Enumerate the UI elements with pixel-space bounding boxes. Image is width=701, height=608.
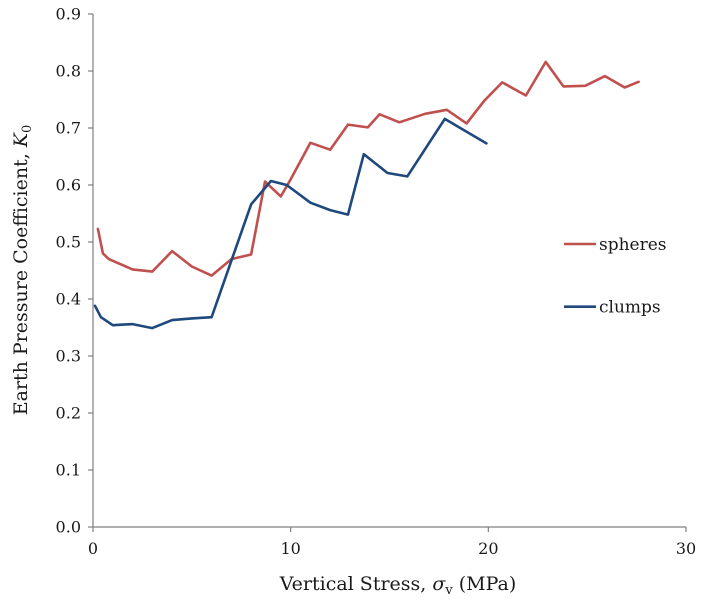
data-point-spheres bbox=[111, 260, 114, 263]
y-tick-label: 0.8 bbox=[56, 62, 81, 81]
data-point-spheres bbox=[501, 81, 504, 84]
data-point-spheres bbox=[347, 123, 350, 126]
series-line-spheres bbox=[96, 60, 640, 277]
x-tick-label: 20 bbox=[478, 539, 498, 558]
data-point-clumps bbox=[329, 209, 332, 212]
data-point-clumps bbox=[485, 142, 488, 145]
y-tick-label: 0.6 bbox=[56, 176, 81, 195]
x-tick-label: 30 bbox=[676, 539, 696, 558]
x-axis-title-subscript: v bbox=[444, 583, 453, 598]
data-point-spheres bbox=[131, 268, 134, 271]
data-point-clumps bbox=[285, 184, 288, 187]
data-point-clumps bbox=[406, 175, 409, 178]
data-point-clumps bbox=[270, 180, 273, 183]
data-point-clumps bbox=[363, 153, 366, 156]
data-point-clumps bbox=[309, 201, 312, 204]
data-point-clumps bbox=[250, 203, 253, 206]
legend-label-clumps: clumps bbox=[599, 298, 661, 318]
x-axis-title: Vertical Stress, σv (MPa) bbox=[279, 573, 517, 598]
data-point-clumps bbox=[386, 172, 389, 175]
data-point-spheres bbox=[108, 258, 111, 261]
data-point-clumps bbox=[347, 213, 350, 216]
x-axis-title-unit: (MPa) bbox=[453, 573, 517, 595]
data-point-clumps bbox=[444, 118, 447, 121]
y-axis-title-subscript: 0 bbox=[20, 125, 35, 133]
data-point-clumps bbox=[94, 305, 97, 308]
data-point-spheres bbox=[289, 178, 292, 181]
x-axis-title-text: Vertical Stress, bbox=[279, 573, 433, 595]
y-axis-title-symbol: K bbox=[10, 131, 32, 148]
data-point-spheres bbox=[151, 270, 154, 273]
data-point-spheres bbox=[562, 85, 565, 88]
data-point-spheres bbox=[623, 86, 626, 89]
data-point-spheres bbox=[97, 228, 100, 231]
y-tick-label: 0.3 bbox=[56, 347, 81, 366]
data-point-spheres bbox=[210, 274, 213, 277]
data-point-spheres bbox=[171, 250, 174, 253]
data-point-spheres bbox=[309, 142, 312, 145]
data-point-spheres bbox=[329, 148, 332, 151]
data-point-clumps bbox=[111, 324, 114, 327]
data-point-spheres bbox=[191, 265, 194, 268]
y-tick-label: 0.1 bbox=[56, 461, 81, 480]
data-point-spheres bbox=[483, 99, 486, 102]
y-axis-title-text: Earth Pressure Coefficient, bbox=[10, 147, 32, 415]
x-tick-label: 0 bbox=[88, 539, 98, 558]
data-point-spheres bbox=[250, 253, 253, 256]
data-point-spheres bbox=[525, 94, 528, 97]
data-point-spheres bbox=[102, 252, 105, 255]
data-point-spheres bbox=[637, 81, 640, 84]
data-point-spheres bbox=[465, 122, 468, 125]
x-ticks: 0 10 20 30 bbox=[88, 527, 696, 558]
data-point-spheres bbox=[424, 112, 427, 115]
data-point-spheres bbox=[398, 121, 401, 124]
series-layer bbox=[93, 60, 640, 330]
data-point-spheres bbox=[584, 85, 587, 88]
legend: spheres clumps bbox=[564, 235, 667, 318]
y-tick-label: 0.5 bbox=[56, 233, 81, 252]
data-point-spheres bbox=[279, 195, 282, 198]
data-point-spheres bbox=[544, 61, 547, 64]
data-point-clumps bbox=[100, 316, 103, 319]
data-point-spheres bbox=[264, 180, 267, 183]
y-tick-label: 0.7 bbox=[56, 119, 81, 138]
data-point-clumps bbox=[210, 316, 213, 319]
y-tick-label: 0.9 bbox=[56, 5, 81, 24]
data-point-clumps bbox=[151, 327, 154, 330]
y-tick-label: 0.4 bbox=[56, 290, 81, 309]
data-point-clumps bbox=[191, 317, 194, 320]
y-tick-label: 0.2 bbox=[56, 404, 81, 423]
y-axis-title: Earth Pressure Coefficient, K0 bbox=[10, 125, 35, 416]
x-axis-title-symbol: σ bbox=[432, 573, 446, 595]
legend-label-spheres: spheres bbox=[599, 235, 667, 255]
data-point-clumps bbox=[171, 319, 174, 322]
data-point-spheres bbox=[604, 75, 607, 78]
data-point-spheres bbox=[366, 126, 369, 129]
data-point-clumps bbox=[131, 323, 134, 326]
data-point-spheres bbox=[446, 108, 449, 111]
x-tick-label: 10 bbox=[280, 539, 300, 558]
data-point-spheres bbox=[378, 113, 381, 116]
y-tick-label: 0.0 bbox=[56, 518, 81, 537]
y-ticks: 0.0 0.1 0.2 0.3 0.4 0.5 0.6 0.7 0.8 0.9 bbox=[56, 5, 93, 537]
series-line-clumps bbox=[93, 117, 488, 330]
